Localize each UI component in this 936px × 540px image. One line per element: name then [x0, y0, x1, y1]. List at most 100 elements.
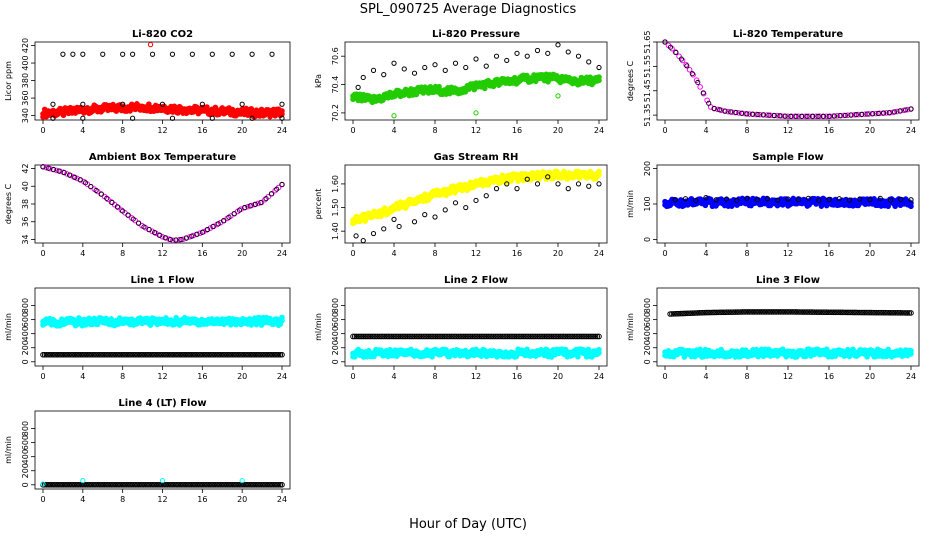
x-tick-label: 16 — [197, 126, 207, 135]
data-point — [52, 351, 58, 358]
data-point — [149, 51, 156, 57]
data-point — [210, 351, 217, 358]
data-point — [258, 481, 265, 488]
data-point — [559, 333, 565, 340]
data-point — [764, 112, 770, 118]
data-point — [157, 351, 164, 358]
data-point — [682, 310, 689, 317]
data-point — [205, 226, 211, 233]
data-point — [353, 233, 359, 239]
data-point — [120, 208, 126, 214]
data-point — [197, 230, 203, 236]
data-point — [130, 115, 136, 121]
data-point — [746, 309, 753, 315]
data-point — [897, 310, 904, 316]
data-point — [128, 481, 135, 488]
data-point — [734, 197, 740, 204]
data-point — [775, 309, 782, 315]
data-point — [756, 309, 763, 315]
data-point — [192, 351, 198, 358]
x-tick-label: 0 — [40, 495, 45, 504]
data-point — [431, 333, 437, 340]
data-point — [200, 481, 207, 488]
data-point — [471, 333, 478, 340]
data-point — [43, 481, 50, 488]
data-point — [483, 63, 489, 69]
data-point — [835, 309, 842, 316]
data-point — [41, 351, 48, 358]
data-point — [806, 309, 813, 315]
data-point — [785, 113, 791, 120]
data-point — [757, 111, 763, 118]
data-point — [139, 351, 145, 358]
data-point — [662, 39, 668, 45]
panel-line2: Line 2 Flow ml/min 0 4 8 12 16 20 24 0 20040060080… — [314, 275, 608, 381]
y-tick-label: 800 — [331, 298, 340, 313]
data-point — [101, 481, 108, 488]
data-point — [72, 174, 78, 180]
data-point — [737, 309, 744, 315]
data-point — [667, 44, 674, 50]
data-point — [198, 481, 205, 488]
data-point — [214, 351, 220, 358]
x-tick-label: 8 — [744, 126, 749, 135]
data-point — [772, 309, 778, 315]
data-point — [822, 309, 828, 316]
data-point — [841, 309, 847, 316]
data-point — [858, 309, 864, 316]
data-point — [554, 333, 560, 340]
data-point — [411, 70, 418, 76]
data-point — [764, 196, 771, 202]
data-point — [875, 110, 881, 116]
data-point — [231, 481, 237, 488]
data-point — [853, 112, 859, 118]
data-point — [575, 181, 582, 187]
panel-sample_flow: Sample Flow ml/min 0 4 8 12 16 20 24 0 100 200 — [626, 152, 920, 258]
data-point — [224, 351, 231, 358]
data-point — [504, 333, 511, 340]
data-point — [53, 351, 60, 358]
data-point — [110, 481, 116, 488]
x-tick-label: 16 — [824, 372, 834, 381]
data-point — [545, 50, 551, 56]
data-point — [711, 105, 717, 112]
data-point — [251, 481, 258, 488]
data-point — [50, 481, 57, 488]
data-point — [804, 309, 811, 315]
data-point — [89, 351, 96, 358]
data-point — [397, 333, 404, 340]
data-point — [279, 351, 285, 358]
x-tick-label: 4 — [703, 372, 708, 381]
data-point — [555, 333, 562, 340]
y-tick-label: 380 — [21, 73, 30, 88]
data-point — [88, 481, 94, 488]
data-point — [369, 333, 376, 340]
data-point — [416, 333, 423, 340]
data-point — [806, 113, 812, 120]
data-point — [565, 49, 571, 55]
data-point — [760, 309, 766, 315]
data-point — [117, 481, 123, 488]
data-point — [169, 351, 176, 358]
data-point — [364, 333, 370, 340]
data-point — [566, 333, 572, 340]
data-point — [185, 351, 191, 358]
y-axis-label: Licor ppm — [4, 61, 13, 101]
y-tick-label: 38 — [21, 199, 30, 209]
data-point — [897, 108, 903, 114]
data-point — [43, 164, 50, 171]
data-point — [142, 351, 149, 358]
data-point — [473, 197, 479, 204]
data-point — [492, 333, 499, 340]
data-point — [272, 351, 278, 358]
data-point — [513, 333, 520, 340]
x-tick-label: 20 — [237, 249, 247, 258]
data-point — [592, 333, 599, 340]
data-point — [862, 111, 869, 117]
data-point — [799, 113, 805, 119]
data-point — [53, 481, 60, 488]
data-point — [532, 333, 539, 340]
data-point — [130, 216, 136, 222]
data-point — [904, 106, 911, 113]
data-point — [236, 481, 243, 488]
